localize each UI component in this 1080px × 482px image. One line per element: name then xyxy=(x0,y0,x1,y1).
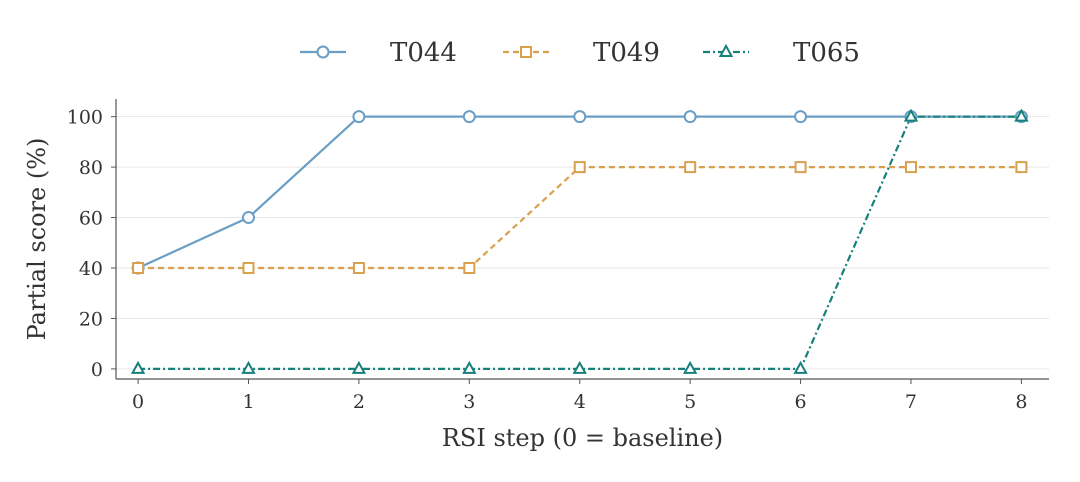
x-tick-label: 5 xyxy=(684,391,696,413)
series-T044 xyxy=(137,115,1022,270)
x-tick-label: 7 xyxy=(905,391,917,413)
data-point-triangle xyxy=(1014,108,1029,122)
axes xyxy=(111,99,1049,384)
legend-label: T065 xyxy=(793,38,860,68)
y-tick-label: 40 xyxy=(79,258,103,280)
data-point-triangle xyxy=(462,360,477,374)
data-point-circle xyxy=(794,110,808,124)
data-point-square xyxy=(352,262,365,275)
x-tick-label: 0 xyxy=(132,391,144,413)
markers-T065 xyxy=(130,108,1029,374)
y-tick-label: 20 xyxy=(79,308,103,330)
data-point-triangle xyxy=(241,360,256,374)
y-tick-label: 80 xyxy=(79,157,103,179)
data-point-triangle xyxy=(130,360,146,374)
x-tick-label: 1 xyxy=(242,391,254,413)
data-point-circle xyxy=(316,45,330,59)
data-point-square xyxy=(520,46,532,58)
y-tick-label: 100 xyxy=(67,107,103,129)
series-T065 xyxy=(138,115,1022,371)
data-point-circle xyxy=(352,110,366,124)
data-point-square xyxy=(794,161,807,174)
y-tick-label: 60 xyxy=(79,208,103,230)
data-point-triangle xyxy=(572,360,587,374)
legend-entry: T049 xyxy=(503,38,660,68)
data-point-triangle xyxy=(682,360,698,374)
legend-label: T044 xyxy=(390,38,457,68)
x-axis-title: RSI step (0 = baseline) xyxy=(442,424,723,452)
data-point-circle xyxy=(462,110,476,124)
data-point-square xyxy=(1015,161,1028,174)
data-point-square xyxy=(573,161,586,174)
markers-T049 xyxy=(132,161,1028,275)
data-point-circle xyxy=(241,211,255,225)
x-tick-label: 2 xyxy=(353,391,365,413)
series-line xyxy=(137,115,1022,270)
data-point-triangle xyxy=(718,43,734,57)
markers-T044 xyxy=(131,110,1028,275)
legend-entry: T065 xyxy=(703,38,860,68)
series xyxy=(130,108,1029,374)
y-axis-title: Partial score (%) xyxy=(23,138,51,341)
series-line xyxy=(138,115,1022,371)
y-tick-label: 0 xyxy=(91,359,103,381)
data-point-square xyxy=(132,262,145,275)
x-tick-label: 3 xyxy=(463,391,475,413)
legend-entry: T044 xyxy=(300,38,457,68)
legend-label: T049 xyxy=(593,38,660,68)
data-point-square xyxy=(242,262,255,275)
data-point-circle xyxy=(573,110,587,124)
data-point-circle xyxy=(683,110,697,124)
x-tick-label: 8 xyxy=(1015,391,1027,413)
x-tick-label: 4 xyxy=(574,391,586,413)
legend: T044 T049 T065 xyxy=(300,38,860,68)
tick-labels: 0 20 40 60 80 100 0 1 2 3 4 5 6 7 8 xyxy=(67,107,1028,413)
gridlines xyxy=(116,116,1049,370)
x-tick-label: 6 xyxy=(795,391,807,413)
data-point-square xyxy=(684,161,697,174)
data-point-square xyxy=(463,262,476,275)
data-point-triangle xyxy=(793,360,808,374)
data-point-triangle xyxy=(903,108,919,122)
data-point-triangle xyxy=(351,360,367,374)
data-point-square xyxy=(904,161,917,174)
